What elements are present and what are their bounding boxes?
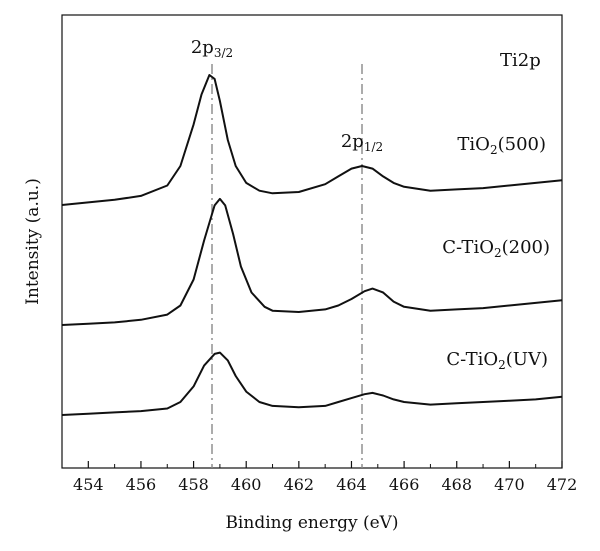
peak-label-2p3-2: 2p3/2 <box>191 37 233 60</box>
chart-title: Ti2p <box>500 50 541 71</box>
y-axis-label: Intensity (a.u.) <box>23 178 43 305</box>
x-tick-label: 468 <box>441 475 472 494</box>
series-line-2 <box>61 351 563 416</box>
series-line-1 <box>61 197 563 326</box>
x-tick-label: 456 <box>126 475 157 494</box>
plot-frame <box>61 14 563 469</box>
x-tick-label: 458 <box>178 475 209 494</box>
peak-label-2p1-2: 2p1/2 <box>341 131 383 154</box>
x-tick-label: 466 <box>389 475 420 494</box>
x-tick-label: 464 <box>336 475 367 494</box>
series-curves <box>61 74 563 416</box>
x-tick-label: 472 <box>547 475 578 494</box>
reference-lines <box>211 64 363 468</box>
series-label-tio2-500: TiO2(500) <box>457 134 546 157</box>
series-line-0 <box>61 74 563 206</box>
x-axis-label: Binding energy (eV) <box>225 513 398 533</box>
x-tick-label: 460 <box>231 475 262 494</box>
series-label-c-tio2-uv: C-TiO2(UV) <box>446 349 548 372</box>
x-tick-label: 454 <box>73 475 104 494</box>
series-label-c-tio2-200: C-TiO2(200) <box>442 237 550 260</box>
x-axis-ticks: 454 456 458 460 462 464 466 468 470 472 <box>61 461 578 494</box>
x-tick-label: 470 <box>494 475 525 494</box>
x-tick-label: 462 <box>284 475 315 494</box>
